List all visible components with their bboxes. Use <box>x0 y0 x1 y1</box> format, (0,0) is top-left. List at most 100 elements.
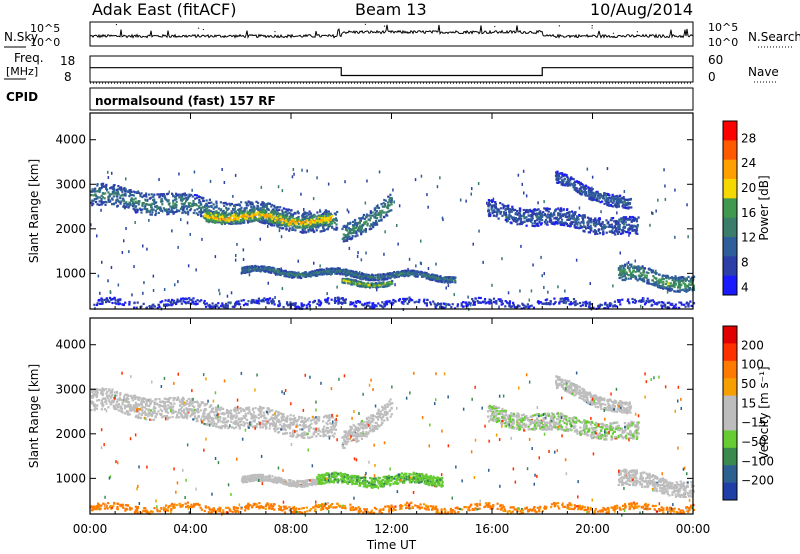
data-cell <box>620 201 623 204</box>
data-cell <box>519 214 522 217</box>
data-cell <box>213 216 216 219</box>
data-cell <box>358 282 361 285</box>
data-cell <box>559 215 562 218</box>
data-cell <box>423 273 426 276</box>
data-cell <box>379 304 382 307</box>
data-cell <box>416 273 419 276</box>
data-cell <box>533 220 537 223</box>
data-cell <box>285 302 289 305</box>
data-cell <box>589 224 592 227</box>
data-cell <box>284 208 288 211</box>
data-cell <box>449 278 452 281</box>
data-cell <box>195 194 198 197</box>
data-cell <box>327 225 330 228</box>
data-cell <box>264 203 267 206</box>
data-cell <box>393 274 396 277</box>
data-cell <box>189 209 192 212</box>
data-cell <box>245 271 248 274</box>
data-cell <box>635 219 638 222</box>
data-cell <box>617 203 620 206</box>
data-cell <box>509 208 512 211</box>
data-cell <box>483 298 487 301</box>
data-cell <box>204 305 208 308</box>
data-cell <box>574 180 577 183</box>
data-cell <box>499 202 502 205</box>
data-cell <box>174 204 177 207</box>
data-cell <box>348 270 352 273</box>
data-cell <box>250 214 253 217</box>
data-cell <box>587 231 590 234</box>
data-cell <box>236 217 239 220</box>
data-cell <box>255 218 258 221</box>
data-cell <box>175 300 178 303</box>
data-cell <box>231 219 234 222</box>
data-cell <box>175 200 178 204</box>
data-cell <box>319 224 322 227</box>
data-cell <box>190 193 193 197</box>
data-cell <box>411 299 414 302</box>
data-cell <box>159 206 162 209</box>
data-cell <box>274 217 277 220</box>
data-cell <box>544 218 548 221</box>
data-cell <box>369 278 373 282</box>
data-cell <box>566 297 569 300</box>
data-cell <box>553 213 556 216</box>
data-cell <box>683 289 686 292</box>
data-cell <box>183 194 186 197</box>
data-cell <box>501 302 504 305</box>
data-cell <box>380 275 383 278</box>
data-cell <box>353 231 356 234</box>
data-cell <box>530 304 533 307</box>
data-cell <box>538 216 541 219</box>
data-cell <box>633 224 636 227</box>
data-cell <box>202 199 205 203</box>
data-cell <box>367 304 370 307</box>
data-cell <box>579 301 582 305</box>
data-cell <box>272 221 275 225</box>
data-cell <box>590 194 593 197</box>
data-cell <box>157 207 160 210</box>
data-cell <box>510 210 513 213</box>
data-cell <box>189 202 192 205</box>
data-cell <box>250 301 253 305</box>
data-cell <box>286 212 289 215</box>
data-cell <box>371 223 374 227</box>
data-cell <box>612 217 615 220</box>
data-cell <box>163 208 167 211</box>
data-cell <box>306 274 309 277</box>
data-cell <box>185 207 189 210</box>
data-cell <box>436 276 439 279</box>
data-cell <box>139 193 142 196</box>
data-cell <box>652 275 655 278</box>
data-cell <box>175 205 178 208</box>
data-cell <box>603 192 606 195</box>
data-cell <box>308 216 311 219</box>
data-cell <box>661 277 664 280</box>
data-cell <box>365 304 368 307</box>
data-cell <box>408 301 411 304</box>
data-cell <box>383 204 387 207</box>
data-cell <box>629 218 632 221</box>
data-cell <box>323 229 326 232</box>
data-cell <box>277 212 280 215</box>
data-cell <box>596 195 599 198</box>
data-cell <box>183 192 186 195</box>
data-cell <box>271 211 274 214</box>
data-cell <box>568 211 571 214</box>
data-cell <box>374 279 377 282</box>
data-cell <box>298 273 301 276</box>
data-cell <box>369 283 372 286</box>
data-cell <box>215 200 218 203</box>
data-cell <box>342 225 345 228</box>
data-cell <box>621 205 624 208</box>
data-cell <box>373 209 376 212</box>
data-cell <box>376 223 379 226</box>
data-cell <box>244 303 247 306</box>
data-cell <box>317 300 320 303</box>
data-cell <box>385 273 388 276</box>
data-cell <box>180 207 183 210</box>
data-cell <box>479 301 482 304</box>
data-cell <box>266 214 269 217</box>
data-cell <box>687 275 690 279</box>
data-cell <box>145 209 148 212</box>
